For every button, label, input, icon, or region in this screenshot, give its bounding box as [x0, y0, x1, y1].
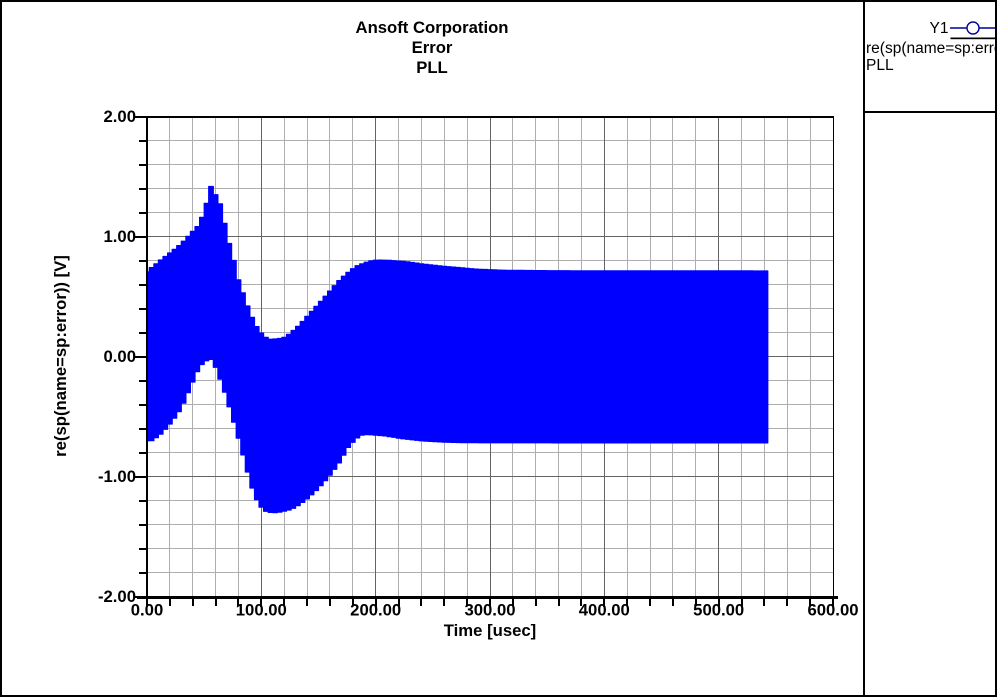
svg-text:200.00: 200.00	[350, 601, 401, 620]
svg-text:Ansoft Corporation: Ansoft Corporation	[356, 18, 509, 37]
svg-text:2.00: 2.00	[104, 107, 136, 126]
svg-text:PLL: PLL	[866, 57, 894, 74]
svg-text:Y1: Y1	[930, 20, 949, 37]
svg-text:0.00: 0.00	[104, 347, 136, 366]
svg-text:100.00: 100.00	[236, 601, 287, 620]
svg-text:re(sp(name=sp:error)): re(sp(name=sp:error))	[866, 40, 997, 57]
svg-text:Error: Error	[412, 38, 453, 57]
svg-text:-2.00: -2.00	[98, 587, 136, 606]
svg-text:600.00: 600.00	[807, 601, 858, 620]
svg-text:0.00: 0.00	[131, 601, 163, 620]
svg-text:re(sp(name=sp:error)) [V]: re(sp(name=sp:error)) [V]	[51, 255, 70, 457]
svg-text:1.00: 1.00	[104, 227, 136, 246]
svg-text:PLL: PLL	[416, 58, 448, 77]
svg-text:-1.00: -1.00	[98, 467, 136, 486]
svg-text:500.00: 500.00	[693, 601, 744, 620]
svg-text:Time [usec]: Time [usec]	[444, 621, 536, 640]
svg-text:300.00: 300.00	[464, 601, 515, 620]
svg-text:400.00: 400.00	[579, 601, 630, 620]
